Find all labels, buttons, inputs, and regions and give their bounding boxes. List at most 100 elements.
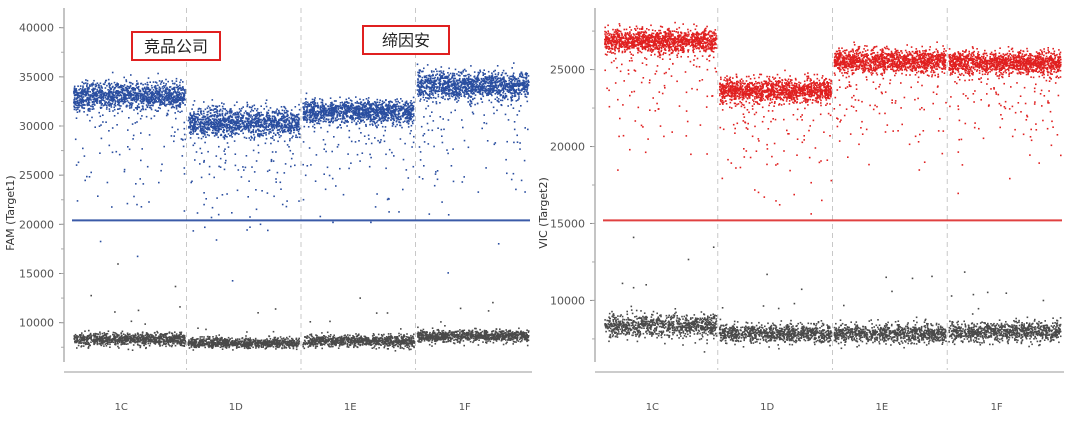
droplet-point [161, 98, 163, 100]
droplet-point [152, 81, 155, 83]
droplet-point [137, 94, 140, 97]
droplet-point [210, 108, 213, 111]
droplet-point [82, 339, 85, 341]
droplet-point [240, 118, 242, 120]
droplet-point [236, 132, 238, 135]
droplet-point [295, 127, 298, 130]
droplet-point [100, 94, 103, 97]
droplet-point [305, 117, 308, 119]
droplet-point [132, 89, 134, 92]
droplet-point [109, 90, 112, 93]
droplet-point [178, 92, 181, 95]
droplet-point [264, 120, 267, 123]
droplet-point [217, 342, 219, 344]
droplet-point [364, 111, 366, 114]
droplet-point [132, 337, 135, 339]
droplet-point [164, 84, 167, 87]
droplet-point [245, 343, 247, 346]
droplet-outlier [136, 255, 139, 258]
droplet-point [130, 82, 132, 84]
droplet-point [288, 119, 290, 122]
droplet-point [299, 127, 301, 130]
droplet-point [266, 114, 268, 116]
droplet-point [125, 80, 128, 83]
droplet-point [162, 336, 165, 338]
droplet-point [237, 117, 240, 119]
droplet-point [297, 341, 299, 343]
droplet-point [391, 125, 394, 127]
droplet-point [278, 118, 280, 121]
droplet-point [316, 122, 318, 124]
droplet-point [163, 85, 165, 87]
droplet-point [231, 122, 234, 124]
droplet-point [268, 340, 271, 342]
droplet-point [73, 335, 76, 337]
droplet-point [99, 333, 101, 335]
droplet-point [147, 340, 149, 343]
droplet-point [157, 98, 159, 100]
droplet-point [96, 339, 99, 341]
droplet-point [121, 85, 123, 87]
droplet-point [199, 118, 201, 121]
droplet-point [287, 342, 289, 344]
droplet-point [187, 119, 190, 122]
droplet-point [131, 82, 134, 85]
droplet-point [245, 112, 248, 114]
droplet-point [353, 120, 356, 122]
droplet-point [183, 334, 185, 337]
droplet-point [179, 99, 182, 101]
droplet-point [294, 120, 296, 123]
droplet-point [235, 341, 237, 344]
droplet-point [197, 346, 200, 348]
droplet-point [356, 102, 358, 104]
droplet-point [207, 105, 210, 108]
droplet-point [216, 114, 219, 117]
droplet-point [237, 118, 239, 121]
droplet-point [125, 89, 128, 92]
droplet-point [284, 342, 287, 345]
droplet-point [83, 91, 86, 93]
droplet-point [88, 87, 90, 89]
droplet-point [363, 121, 366, 123]
droplet-point [189, 121, 191, 124]
droplet-point [247, 124, 250, 126]
droplet-point [206, 111, 209, 113]
droplet-outlier [275, 178, 277, 180]
droplet-point [275, 345, 277, 348]
droplet-point [210, 346, 213, 348]
droplet-point [353, 114, 355, 116]
droplet-point [159, 103, 162, 105]
droplet-point [150, 84, 153, 87]
droplet-point [81, 91, 84, 94]
droplet-point [93, 101, 95, 103]
droplet-point [123, 338, 126, 341]
droplet-outlier [83, 103, 85, 106]
droplet-point [132, 87, 135, 89]
droplet-point [154, 109, 157, 111]
droplet-point [172, 91, 175, 94]
droplet-point [117, 99, 119, 101]
droplet-point [142, 102, 145, 105]
droplet-point [100, 85, 102, 87]
droplet-point [89, 91, 91, 93]
droplet-point [76, 111, 79, 113]
droplet-point [201, 339, 204, 341]
droplet-point [123, 76, 125, 79]
droplet-point [253, 125, 256, 127]
droplet-point [147, 338, 149, 340]
droplet-point [149, 333, 152, 336]
droplet-point [175, 108, 178, 110]
droplet-point [164, 343, 167, 345]
droplet-point [134, 89, 136, 92]
droplet-point [296, 119, 298, 121]
droplet-point [258, 117, 260, 119]
droplet-point [93, 97, 96, 99]
droplet-point [141, 87, 144, 90]
droplet-point [178, 87, 181, 90]
droplet-point [73, 94, 76, 97]
droplet-point [229, 110, 232, 113]
droplet-outlier [199, 163, 201, 165]
droplet-point [226, 344, 228, 347]
droplet-point [141, 100, 144, 103]
droplet-point [297, 123, 300, 126]
